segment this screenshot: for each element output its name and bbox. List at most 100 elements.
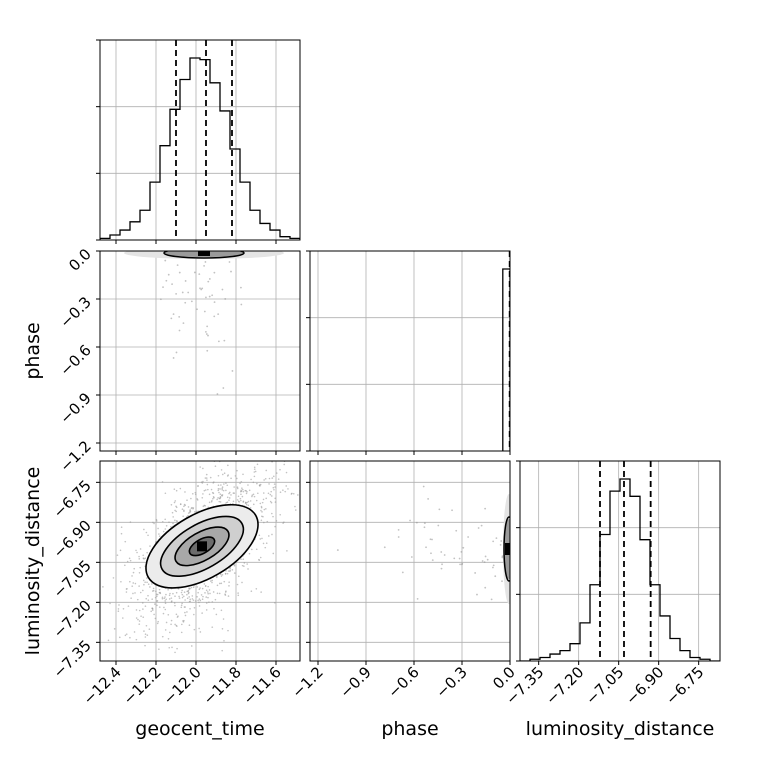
y-tick-label-luminosity_distance: −7.05 [50,556,95,601]
sample-point [283,521,285,524]
sample-point [232,492,235,494]
sample-point [203,310,206,313]
sample-point [93,627,95,629]
sample-point [258,484,261,487]
sample-point [131,575,133,577]
sample-point [193,628,196,631]
sample-point [117,610,120,612]
sample-point [122,607,125,610]
sample-point [240,493,242,496]
sample-point [423,526,426,529]
sample-point [228,261,231,263]
sample-point [397,536,400,538]
sample-point [192,507,194,510]
sample-point [236,469,238,472]
sample-point [415,521,418,524]
sample-point [230,270,232,273]
sample-point [174,595,176,597]
sample-point [425,546,427,549]
sample-point [249,507,252,509]
sample-point [175,591,178,594]
sample-point [157,527,159,530]
sample-point [258,559,261,562]
sample-point [204,489,207,491]
sample-point [486,558,489,561]
sample-point [168,598,171,600]
sample-point [136,551,138,554]
sample-point [208,278,211,280]
sample-point [182,515,184,518]
sample-point [326,484,328,486]
sample-point [233,572,236,574]
sample-point [209,456,211,458]
sample-point [461,562,464,565]
sample-point [201,598,204,601]
sample-point [241,495,244,498]
sample-point [164,608,167,611]
sample-point [184,599,186,601]
sample-point [256,482,258,485]
sample-point [194,459,196,461]
sample-point [225,590,227,592]
sample-point [481,560,484,562]
sample-point [211,499,213,502]
sample-point [467,536,470,538]
sample-point [192,599,195,601]
sample-point [230,477,232,480]
sample-point [144,633,147,636]
sample-point [262,542,265,545]
sample-point [222,618,225,620]
sample-point [200,288,203,291]
sample-point [202,467,204,470]
sample-point [224,594,227,596]
sample-point [226,475,229,477]
data-layer [93,40,720,661]
sample-point [205,596,208,598]
sample-point [172,592,174,595]
y-tick-label-luminosity_distance: −7.35 [50,636,95,681]
sample-point [306,530,308,532]
sample-point [275,472,278,474]
sample-point [178,315,181,318]
sample-point [198,605,201,607]
sample-point [163,606,165,609]
x-axis-label-geocent_time: geocent_time [135,718,264,740]
sample-point [218,491,220,494]
sample-point [199,599,202,602]
sample-point [181,508,184,511]
sample-point [206,591,209,593]
sample-point [264,477,267,480]
sample-point [245,503,248,506]
sample-point [170,525,172,528]
sample-point [129,580,131,583]
sample-point [171,646,173,649]
sample-point [96,563,98,565]
sample-point [124,540,127,543]
sample-point [125,588,128,590]
sample-point [176,616,179,618]
sample-point [144,605,147,607]
sample-point [216,576,218,579]
sample-point [162,530,165,533]
sample-point [186,611,188,613]
sample-point [217,487,220,490]
sample-point [253,471,256,473]
sample-point [197,599,199,602]
sample-point [133,567,136,570]
sample-point [145,624,148,627]
sample-point [172,313,175,316]
sample-point [171,283,173,286]
sample-point [161,481,164,483]
sample-point [165,279,168,282]
sample-point [150,610,152,613]
sample-point [286,550,288,552]
sample-point [216,592,219,595]
sample-point [125,633,128,635]
sample-point [129,636,131,639]
sample-point [158,606,161,608]
sample-point [129,521,132,523]
sample-point [180,606,183,609]
sample-point [196,586,199,588]
sample-point [199,587,201,589]
sample-point [172,522,174,525]
